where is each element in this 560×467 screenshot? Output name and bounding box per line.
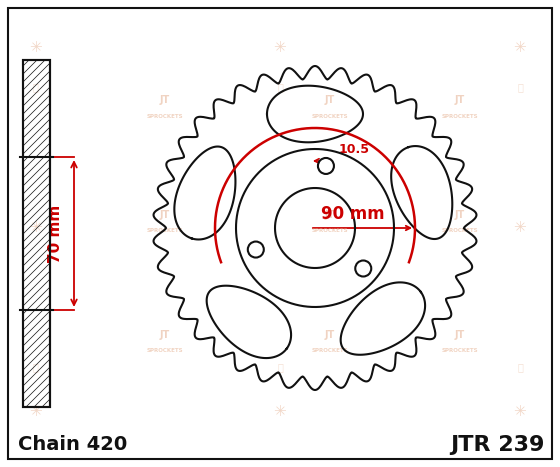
Text: 70 mm: 70 mm <box>49 205 63 262</box>
Text: JT: JT <box>325 330 335 340</box>
Text: SPROCKETS: SPROCKETS <box>147 228 183 234</box>
Text: ✳: ✳ <box>274 404 286 419</box>
Text: 光: 光 <box>517 362 523 372</box>
Text: SPROCKETS: SPROCKETS <box>442 113 478 119</box>
Text: JT: JT <box>325 210 335 220</box>
Text: SPROCKETS: SPROCKETS <box>312 348 348 354</box>
Circle shape <box>318 158 334 174</box>
Text: ✳: ✳ <box>29 404 41 419</box>
Text: Chain 420: Chain 420 <box>18 436 127 454</box>
Text: SPROCKETS: SPROCKETS <box>312 113 348 119</box>
Text: 10.5: 10.5 <box>339 143 370 156</box>
Text: SPROCKETS: SPROCKETS <box>312 228 348 234</box>
Text: JT: JT <box>160 330 170 340</box>
Text: JT: JT <box>455 210 465 220</box>
Text: 光: 光 <box>32 362 38 372</box>
Text: SPROCKETS: SPROCKETS <box>147 348 183 354</box>
Text: ✳: ✳ <box>29 219 41 234</box>
Text: JT: JT <box>160 95 170 105</box>
Text: SPROCKETS: SPROCKETS <box>442 348 478 354</box>
Text: ✳: ✳ <box>514 219 526 234</box>
Text: ✳: ✳ <box>29 40 41 55</box>
Text: JT: JT <box>455 95 465 105</box>
Text: 光: 光 <box>277 82 283 92</box>
Bar <box>23 60 50 407</box>
Text: SPROCKETS: SPROCKETS <box>147 113 183 119</box>
Circle shape <box>248 241 264 257</box>
Text: JT: JT <box>325 95 335 105</box>
Text: ✳: ✳ <box>514 40 526 55</box>
Text: 90 mm: 90 mm <box>321 205 385 223</box>
Text: ✳: ✳ <box>514 404 526 419</box>
Text: JT: JT <box>455 330 465 340</box>
Text: 光: 光 <box>277 362 283 372</box>
Text: ✳: ✳ <box>274 40 286 55</box>
Text: 光: 光 <box>32 82 38 92</box>
Text: JT: JT <box>160 210 170 220</box>
Circle shape <box>355 261 371 276</box>
Text: JTR 239: JTR 239 <box>451 435 545 455</box>
Text: 光: 光 <box>517 82 523 92</box>
Bar <box>23 60 50 407</box>
Text: SPROCKETS: SPROCKETS <box>442 228 478 234</box>
